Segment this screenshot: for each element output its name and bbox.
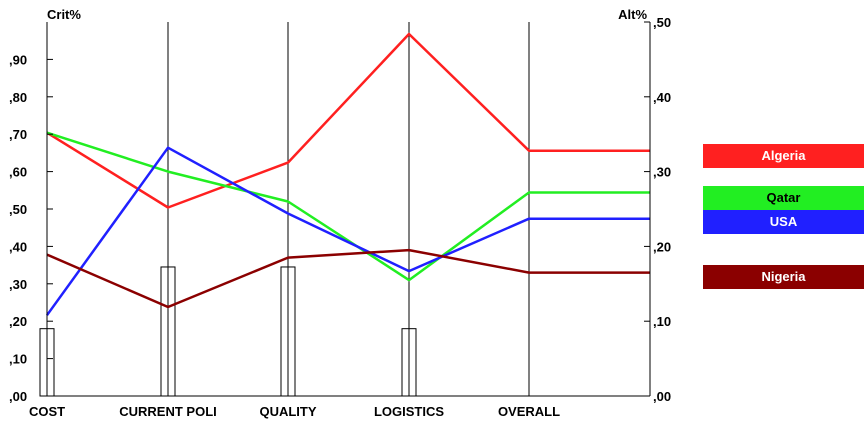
left-axis-title: Crit% — [47, 7, 81, 22]
category-label: OVERALL — [498, 404, 560, 419]
left-tick-label: ,50 — [9, 202, 27, 217]
right-axis-title: Alt% — [618, 7, 647, 22]
series-line-algeria — [46, 32, 650, 209]
left-tick-label: ,00 — [9, 389, 27, 404]
category-label: CURRENT POLI — [119, 404, 217, 419]
right-tick-label: ,30 — [653, 165, 671, 180]
legend-item-usa: USA — [703, 210, 864, 234]
left-tick-label: ,20 — [9, 314, 27, 329]
right-tick-label: ,20 — [653, 239, 671, 254]
right-tick-label: ,50 — [653, 15, 671, 30]
series-line-usa — [45, 146, 650, 316]
right-tick-label: ,00 — [653, 389, 671, 404]
category-label: COST — [29, 404, 65, 419]
axis-ticks: ,00 ,10 ,20 ,30 ,40 ,50 ,60 ,70 ,80 ,90 ,00 ,10 ,20,… — [9, 15, 671, 419]
series-lines — [45, 32, 650, 316]
left-tick-label: ,40 — [9, 239, 27, 254]
left-tick-label: ,10 — [9, 352, 27, 367]
plot-frame — [46, 22, 651, 397]
series-line-qatar — [46, 131, 650, 282]
left-tick-label: ,90 — [9, 52, 27, 67]
criteria-weight-bars — [39, 266, 417, 397]
legend-item-nigeria: Nigeria — [703, 265, 864, 289]
left-tick-label: ,70 — [9, 127, 27, 142]
legend-item-algeria: Algeria — [703, 144, 864, 168]
right-tick-label: ,10 — [653, 314, 671, 329]
series-line-nigeria — [46, 248, 650, 309]
left-tick-label: ,30 — [9, 277, 27, 292]
left-tick-label: ,60 — [9, 165, 27, 180]
right-tick-label: ,40 — [653, 90, 671, 105]
category-label: QUALITY — [259, 404, 316, 419]
criteria-axes — [167, 22, 530, 396]
category-label: LOGISTICS — [374, 404, 444, 419]
legend-item-qatar: Qatar — [703, 186, 864, 210]
left-tick-label: ,80 — [9, 90, 27, 105]
